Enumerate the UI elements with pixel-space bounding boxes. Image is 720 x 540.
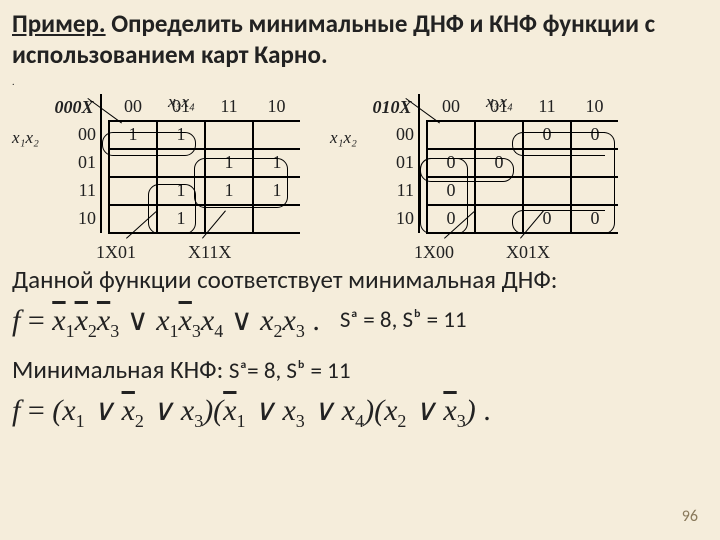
dnf-metrics: Sᵃ = 8, Sᵇ = 11: [340, 306, 467, 334]
kmap-left-table: 000X 00 01 11 10 00 1 1 01 1 1 11 1 1: [48, 94, 300, 234]
col: 00: [109, 94, 157, 121]
dnf-intro: Данной функции соответствует минимальная…: [12, 264, 708, 295]
col: 11: [205, 94, 253, 121]
slide-title: Пример. Определить минимальные ДНФ и КНФ…: [12, 8, 708, 71]
title-rest: Определить минимальные ДНФ и КНФ функции…: [12, 8, 655, 70]
kmaps-container: x₁x₂ x₃x₄ 000X 00 01 11 10 00 1 1 01 1 1…: [12, 94, 708, 234]
cnf-formula: f = (x1 ∨ x2 ∨ x3)(x1 ∨ x3 ∨ x4)(x2 ∨ x3…: [12, 393, 708, 432]
kmap-right-table: 010X 00 01 11 10 00 0 0 01 0 0 11 0: [366, 94, 618, 234]
kmap-right: x₁x₂ x₃x₄ 010X 00 01 11 10 00 0 0 01 0 0…: [366, 94, 618, 234]
corner-right: 010X: [366, 94, 419, 121]
slide-number: 96: [682, 507, 698, 526]
cnf-line: Минимальная КНФ: Sᵃ= 8, Sᵇ = 11: [12, 354, 708, 385]
col: 10: [253, 94, 300, 121]
row-axis-left: x₁x₂: [12, 128, 39, 148]
kmap-left: x₁x₂ x₃x₄ 000X 00 01 11 10 00 1 1 01 1 1…: [48, 94, 300, 234]
row-axis-right: x₁x₂: [330, 128, 357, 148]
col-axis-left: x₃x₄: [168, 92, 195, 112]
dot: .: [12, 75, 708, 88]
corner-left: 000X: [48, 94, 101, 121]
title-prefix: Пример.: [12, 8, 106, 39]
dnf-formula: f = x1x2x3 ∨ x1x3x4 ∨ x2x3 .: [12, 303, 320, 342]
col-axis-right: x₃x₄: [486, 92, 513, 112]
